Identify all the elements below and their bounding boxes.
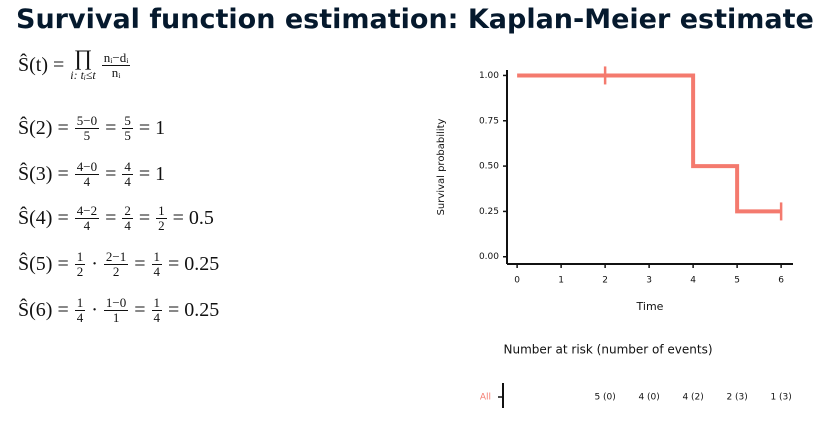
formula-text: = <box>105 163 117 185</box>
y-tick-label: 0.00 <box>479 252 499 262</box>
operator-symbol: ∏ <box>73 45 93 70</box>
numerator: 1−0 <box>103 295 129 311</box>
formula-text: Ŝ(t) = <box>18 53 65 76</box>
formula-text: Ŝ(2) = <box>18 117 69 139</box>
numerator: 2 <box>122 203 133 219</box>
formula-text: = <box>134 299 146 321</box>
formula: Ŝ(6) = 1 4 · 1−0 1 = 1 4 = 0.25 <box>18 296 219 325</box>
formula-text: = <box>138 207 151 229</box>
denominator: 2 <box>112 264 120 279</box>
denominator: 5 <box>83 128 91 143</box>
survival-curve <box>517 73 782 214</box>
numerator: 2−1 <box>103 249 129 265</box>
x-axis-label: Time <box>636 300 664 313</box>
x-tick-label: 5 <box>734 276 740 286</box>
risk-strata-label: All <box>480 393 491 403</box>
slide-title: Survival function estimation: Kaplan-Mei… <box>16 4 814 35</box>
x-tick-label: 2 <box>602 276 608 286</box>
operator-subscript: i: tᵢ≤t <box>70 68 96 82</box>
x-tick-label: 0 <box>514 276 520 286</box>
denominator: 1 <box>112 310 120 325</box>
numerator: 1 <box>74 249 86 265</box>
denominator: 4 <box>124 218 131 233</box>
formula-text: Ŝ(3) = <box>18 163 69 185</box>
risk-count: 1 (3) <box>770 393 791 403</box>
denominator: 5 <box>124 128 131 143</box>
formula-text: · <box>91 299 98 321</box>
fraction: 4−0 4 <box>74 159 100 189</box>
x-tick-label: 1 <box>558 276 564 286</box>
formula-text: = 0.25 <box>168 253 220 275</box>
numerator: 4 <box>122 159 133 175</box>
formula: Ŝ(t) = ∏ i: tᵢ≤t nᵢ−dᵢ nᵢ <box>18 45 131 83</box>
y-tick-label: 0.25 <box>479 207 499 217</box>
risk-count: 2 (3) <box>726 393 747 403</box>
risk-count: 4 (0) <box>638 393 659 403</box>
formula-text: = 0.25 <box>168 299 220 321</box>
numerator: 1 <box>156 203 167 219</box>
y-tick-label: 1.00 <box>479 71 499 81</box>
formula-text: = 0.5 <box>172 207 214 229</box>
formula: Ŝ(2) = 5−0 5 = 5 5 = 1 <box>18 114 165 143</box>
risk-table-title: Number at risk (number of events) <box>504 343 713 357</box>
fraction: nᵢ−dᵢ nᵢ <box>101 49 131 80</box>
formula-text: Ŝ(4) = <box>18 207 69 229</box>
numerator: 5−0 <box>74 113 100 129</box>
denominator: 4 <box>124 174 131 189</box>
formula-text: Ŝ(5) = <box>18 253 69 275</box>
formula-text: = 1 <box>138 117 166 139</box>
numerator: 4−0 <box>74 159 100 175</box>
y-tick-label: 0.50 <box>479 162 499 172</box>
x-tick-label: 6 <box>778 276 784 286</box>
fraction: 5−0 5 <box>74 113 100 143</box>
formula: Ŝ(5) = 1 2 · 2−1 2 = 1 4 = 0.25 <box>18 250 219 279</box>
fraction: 2−1 2 <box>103 249 129 279</box>
formula-text: = <box>105 207 117 229</box>
y-tick-label: 0.75 <box>479 116 499 126</box>
numerator: 1 <box>74 295 86 311</box>
denominator: 2 <box>158 218 165 233</box>
fraction: 1−0 1 <box>103 295 129 325</box>
formula: Ŝ(3) = 4−0 4 = 4 4 = 1 <box>18 160 165 189</box>
numerator: 5 <box>122 113 133 129</box>
denominator: 4 <box>83 218 91 233</box>
formula-text: · <box>91 253 98 275</box>
denominator: 4 <box>76 310 84 325</box>
numerator: 1 <box>151 295 163 311</box>
formula: Ŝ(4) = 4−2 4 = 2 4 = 1 2 = 0.5 <box>18 204 214 233</box>
formula-text: Ŝ(6) = <box>18 299 69 321</box>
numerator: 1 <box>151 249 163 265</box>
denominator: 4 <box>153 264 161 279</box>
fraction: 4−2 4 <box>74 203 100 233</box>
denominator: 2 <box>76 264 84 279</box>
formula-text: = 1 <box>138 163 166 185</box>
risk-count: 5 (0) <box>594 393 615 403</box>
numerator: nᵢ−dᵢ <box>101 49 131 66</box>
formula-text: = <box>105 117 117 139</box>
formula-text: = <box>134 253 146 275</box>
y-axis-label: Survival probability <box>436 118 447 215</box>
x-tick-label: 4 <box>690 276 696 286</box>
denominator: 4 <box>153 310 161 325</box>
numerator: 4−2 <box>74 203 100 219</box>
risk-count: 4 (2) <box>682 393 703 403</box>
product-operator: ∏ i: tᵢ≤t <box>70 45 96 83</box>
denominator: nᵢ <box>111 64 121 80</box>
denominator: 4 <box>83 174 91 189</box>
x-tick-label: 3 <box>646 276 652 286</box>
